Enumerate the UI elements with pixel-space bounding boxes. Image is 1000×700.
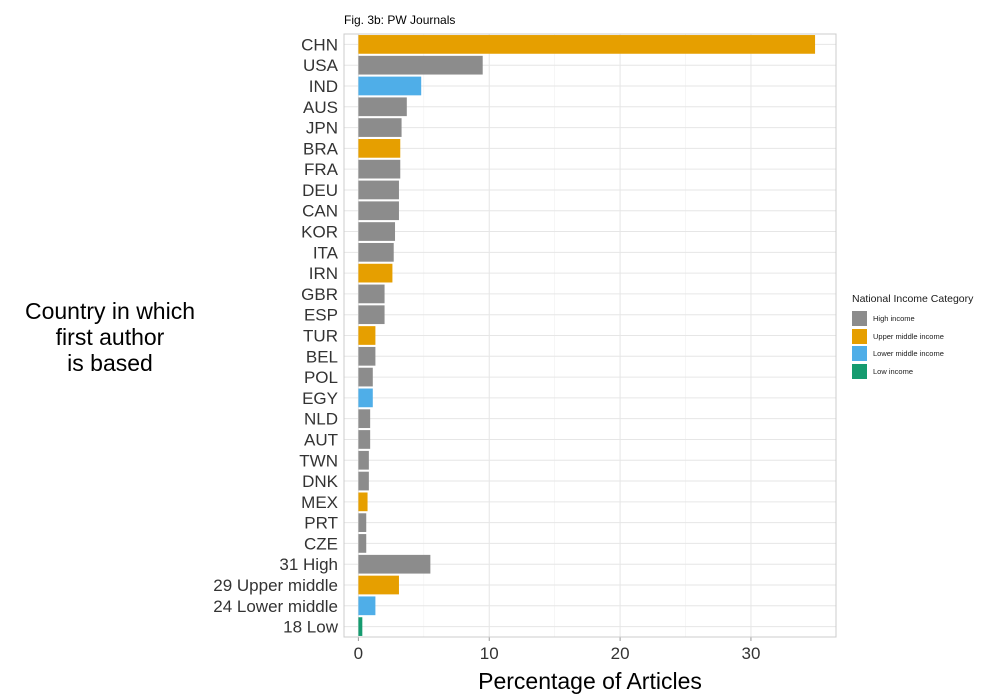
y-tick-label: AUT bbox=[304, 430, 338, 449]
y-tick-label: GBR bbox=[301, 285, 338, 304]
bar bbox=[358, 367, 373, 387]
y-tick-label: EGY bbox=[302, 389, 338, 408]
bar bbox=[358, 575, 399, 595]
y-tick-label: POL bbox=[304, 368, 338, 387]
bar bbox=[358, 388, 373, 408]
x-tick-labels: 0 10 20 30 bbox=[354, 637, 760, 663]
bar bbox=[358, 430, 371, 449]
bar bbox=[358, 534, 367, 553]
bar bbox=[358, 346, 376, 366]
x-tick-label: 30 bbox=[741, 644, 760, 663]
y-tick-label: AUS bbox=[303, 98, 338, 117]
y-tick-label: IRN bbox=[309, 264, 338, 283]
x-tick-label: 10 bbox=[480, 644, 499, 663]
bar bbox=[358, 409, 371, 429]
bar bbox=[358, 201, 399, 221]
bar bbox=[358, 326, 376, 345]
legend-item: Lower middle income bbox=[852, 345, 973, 363]
y-tick-label: CZE bbox=[304, 534, 338, 553]
legend-title: National Income Category bbox=[852, 293, 974, 305]
legend-item: Upper middle income bbox=[852, 328, 973, 346]
y-tick-label: BEL bbox=[306, 347, 338, 366]
bar bbox=[358, 180, 399, 200]
y-tick-label: DEU bbox=[302, 181, 338, 200]
y-tick-label: ITA bbox=[313, 243, 339, 262]
bar bbox=[358, 284, 385, 304]
legend-label: High income bbox=[873, 314, 915, 324]
bar bbox=[358, 76, 422, 96]
bar bbox=[358, 55, 483, 75]
y-axis-label: Country in which first author is based bbox=[24, 298, 196, 376]
legend-swatch bbox=[852, 346, 867, 362]
bar bbox=[358, 492, 368, 512]
bar bbox=[358, 305, 385, 325]
y-tick-label: DNK bbox=[302, 472, 339, 491]
legend-item: High income bbox=[852, 310, 973, 328]
y-tick-label: NLD bbox=[304, 410, 338, 429]
bar bbox=[358, 242, 394, 262]
legend-items: High income Upper middle income Lower midd… bbox=[852, 310, 973, 380]
legend-swatch bbox=[852, 328, 867, 344]
legend-swatch bbox=[852, 363, 867, 379]
plot-panel-border bbox=[343, 33, 837, 638]
bar bbox=[358, 35, 816, 54]
y-tick-label: CAN bbox=[302, 202, 338, 221]
bar bbox=[358, 222, 396, 241]
y-tick-label: BRA bbox=[303, 139, 339, 158]
y-tick-label: TUR bbox=[303, 327, 338, 346]
y-tick-label: PRT bbox=[304, 514, 338, 533]
legend-label: Upper middle income bbox=[873, 331, 944, 341]
bar bbox=[358, 118, 402, 137]
legend-item: Low income bbox=[852, 363, 973, 381]
y-tick-label: TWN bbox=[299, 451, 338, 470]
bar bbox=[358, 471, 369, 491]
bar bbox=[358, 513, 367, 532]
y-tick-label: FRA bbox=[304, 160, 339, 179]
y-tick-label: JPN bbox=[306, 119, 338, 138]
y-tick-label: MEX bbox=[301, 493, 338, 512]
bar bbox=[358, 139, 401, 158]
bar bbox=[358, 450, 369, 470]
y-tick-label: USA bbox=[303, 56, 339, 75]
bar bbox=[358, 159, 401, 179]
x-axis-label: Percentage of Articles bbox=[478, 668, 702, 694]
legend-label: Low income bbox=[873, 366, 914, 376]
legend: National Income Category High income Uppe… bbox=[852, 293, 973, 380]
y-tick-label: 31 High bbox=[279, 555, 338, 574]
y-tick-label: KOR bbox=[301, 223, 338, 242]
bar bbox=[358, 263, 393, 283]
y-tick-label: CHN bbox=[301, 35, 338, 54]
chart-title: Fig. 3b: PW Journals bbox=[344, 13, 455, 27]
y-tick-label: 24 Lower middle bbox=[213, 597, 338, 616]
legend-swatch bbox=[852, 311, 867, 327]
bar bbox=[358, 617, 363, 636]
y-tick-label: IND bbox=[309, 77, 338, 96]
y-tick-label: ESP bbox=[304, 306, 338, 325]
bars bbox=[358, 35, 816, 636]
y-tick-label: 29 Upper middle bbox=[213, 576, 338, 595]
y-tick-label: 18 Low bbox=[283, 618, 339, 637]
x-tick-label: 20 bbox=[611, 644, 630, 663]
gridlines bbox=[344, 34, 836, 637]
bar bbox=[358, 554, 431, 574]
bar bbox=[358, 596, 376, 616]
legend-label: Lower middle income bbox=[873, 349, 944, 359]
bar bbox=[358, 97, 407, 117]
x-tick-label: 0 bbox=[354, 644, 363, 663]
